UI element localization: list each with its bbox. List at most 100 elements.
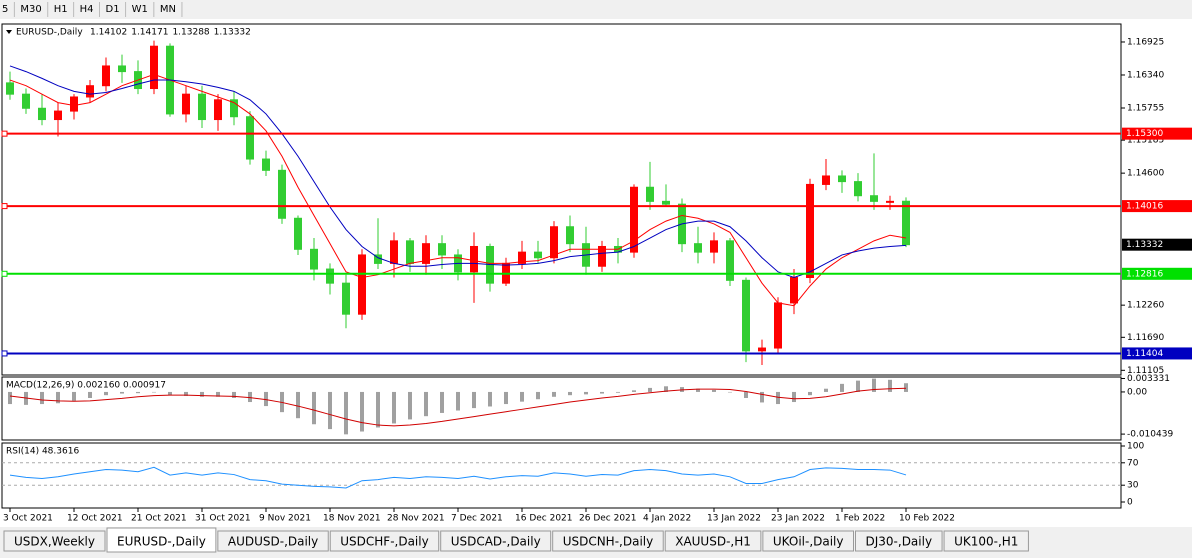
macd-bar <box>872 378 876 392</box>
macd-bar <box>8 391 12 405</box>
candle-body <box>102 65 110 87</box>
timeframe-button[interactable]: MN <box>160 4 176 15</box>
tab[interactable] <box>552 530 664 552</box>
macd-bar <box>360 391 364 432</box>
candle-body <box>182 93 190 115</box>
candle-body <box>790 277 798 304</box>
current-price-box <box>1122 238 1192 251</box>
y-tick-label: 1.14600 <box>1127 169 1164 179</box>
macd-bar <box>104 391 108 396</box>
tab[interactable] <box>440 530 552 552</box>
candle-body <box>694 243 702 253</box>
candle-body <box>246 116 254 160</box>
line-marker <box>1 350 8 357</box>
x-tick-label: 21 Oct 2021 <box>131 514 187 524</box>
macd-bar <box>696 388 700 392</box>
ohlc-label: 1.13288 <box>172 28 209 38</box>
tab-label[interactable]: XAUUSD-,H1 <box>675 535 751 549</box>
tab-label[interactable]: EURUSD-,Daily <box>117 535 206 549</box>
line-marker <box>1 203 8 210</box>
candle-body <box>70 96 78 112</box>
price-label: 1.14016 <box>1126 202 1163 212</box>
timeframe-button[interactable]: H4 <box>80 4 94 15</box>
panel-arrow <box>6 30 12 34</box>
y-tick-label: 1.12260 <box>1127 301 1164 311</box>
ohlc-label: 1.14102 <box>90 28 127 38</box>
candle-body <box>6 82 14 95</box>
candle-body <box>150 45 158 90</box>
candle-body <box>38 107 46 121</box>
timeframe-button[interactable]: H1 <box>54 4 68 15</box>
macd-bar <box>536 391 540 400</box>
candle-body <box>598 245 606 267</box>
candle-body <box>518 251 526 264</box>
macd-bar <box>552 391 556 397</box>
macd-bar <box>184 391 188 396</box>
tab[interactable] <box>943 530 1029 552</box>
macd-bar <box>120 391 124 394</box>
macd-bar <box>264 391 268 407</box>
line-marker <box>1 270 8 277</box>
tab[interactable] <box>217 530 329 552</box>
tab-label[interactable]: USDCNH-,Daily <box>563 535 654 549</box>
macd-bar <box>808 391 812 396</box>
timeframe-button[interactable]: M30 <box>20 4 41 15</box>
y-tick-label: 1.16925 <box>1127 37 1164 47</box>
macd-bar <box>568 391 572 396</box>
tab-label[interactable]: DJ30-,Daily <box>866 535 933 549</box>
tab[interactable] <box>3 530 106 552</box>
macd-bar <box>648 387 652 392</box>
candle-body <box>534 251 542 259</box>
macd-bar <box>904 383 908 392</box>
y-tick-label: 70 <box>1127 458 1139 468</box>
candle-body <box>118 65 126 73</box>
ohlc-label: 1.14171 <box>131 28 168 38</box>
tab-label[interactable]: AUDUSD-,Daily <box>228 535 318 549</box>
macd-bar <box>728 391 732 393</box>
ohlc-label: 1.13332 <box>214 28 251 38</box>
candle-body <box>86 85 94 98</box>
macd-bar <box>744 391 748 398</box>
tab[interactable] <box>664 530 762 552</box>
macd-bar <box>136 391 140 394</box>
tab-label[interactable]: UKOil-,Daily <box>773 535 844 549</box>
y-tick-label: 0.003331 <box>1127 374 1170 384</box>
macd-bar <box>584 391 588 395</box>
candle-body <box>214 99 222 121</box>
candle-body <box>230 99 238 118</box>
tab[interactable] <box>762 530 854 552</box>
macd-bar <box>56 391 60 404</box>
y-tick-label: 1.11690 <box>1127 333 1164 343</box>
macd-bar <box>632 390 636 392</box>
tab-label[interactable]: USDCAD-,Daily <box>451 535 541 549</box>
tab-label[interactable]: UK100-,H1 <box>954 535 1018 549</box>
candle-body <box>870 195 878 202</box>
tab[interactable] <box>329 530 440 552</box>
timeframe-button[interactable]: W1 <box>132 4 148 15</box>
y-tick-label: 100 <box>1127 442 1144 452</box>
macd-bar <box>712 389 716 392</box>
macd-bar <box>392 391 396 424</box>
tab[interactable] <box>855 530 943 552</box>
candle-body <box>742 279 750 352</box>
candle-body <box>758 347 766 352</box>
timeframe-button[interactable]: D1 <box>106 4 120 15</box>
macd-bar <box>440 391 444 413</box>
x-tick-label: 28 Nov 2021 <box>387 514 445 524</box>
macd-bar <box>664 386 668 392</box>
candle-body <box>822 175 830 185</box>
candle-body <box>566 226 574 245</box>
panel-title: RSI(14) 48.3616 <box>6 447 79 457</box>
candle-body <box>854 181 862 197</box>
tab-label[interactable]: USDCHF-,Daily <box>340 535 428 549</box>
tab-label[interactable]: USDX,Weekly <box>14 535 95 549</box>
timeframe-button[interactable]: 5 <box>2 4 8 15</box>
price-label-box <box>1122 267 1192 280</box>
price-label-box <box>1122 127 1192 140</box>
indicator-line <box>9 466 907 489</box>
y-tick-label: 0 <box>1127 498 1133 508</box>
tab[interactable] <box>106 527 217 553</box>
candle-body <box>390 240 398 264</box>
candle-body <box>310 248 318 270</box>
